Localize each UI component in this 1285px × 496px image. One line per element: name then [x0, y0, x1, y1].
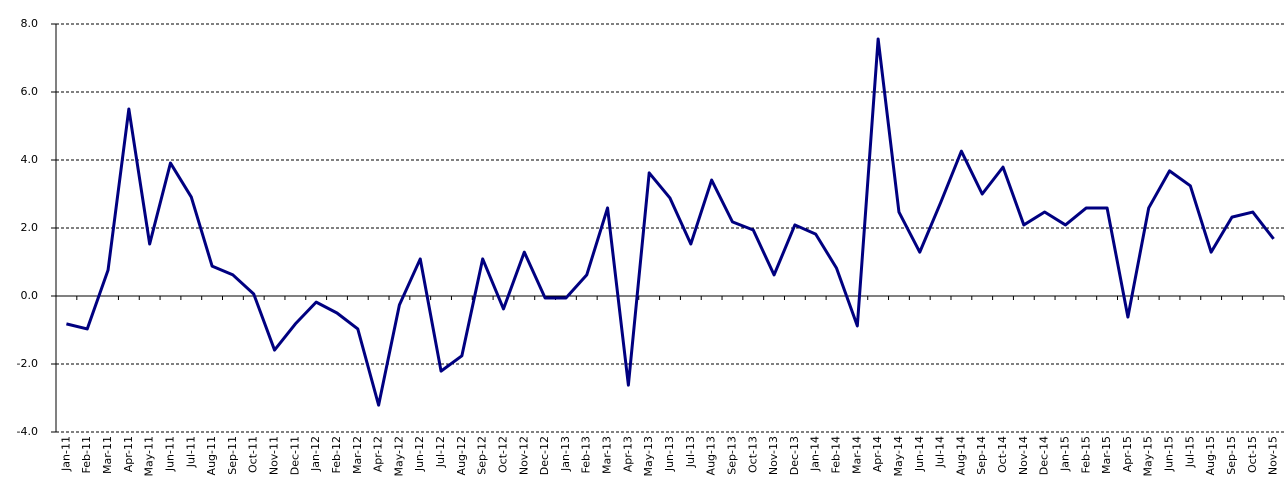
x-tick-label: Aug-11: [205, 436, 218, 475]
x-tick-label: Jun-13: [663, 436, 676, 472]
x-tick-label: Mar-15: [1100, 436, 1113, 474]
y-tick-label: 0.0: [21, 289, 39, 302]
x-tick-label: Nov-13: [767, 436, 780, 475]
x-tick-label: Feb-12: [330, 436, 343, 473]
y-tick-label: 2.0: [21, 221, 39, 234]
x-tick-label: May-13: [642, 436, 655, 477]
x-tick-label: Jan-15: [1058, 436, 1071, 472]
y-tick-label: 4.0: [21, 153, 39, 166]
x-tick-label: Feb-11: [80, 436, 93, 473]
x-tick-label: Jul-15: [1183, 436, 1196, 468]
x-tick-label: Jun-14: [913, 436, 926, 472]
x-tick-label: Oct-13: [746, 436, 759, 473]
x-tick-label: Nov-12: [517, 436, 530, 475]
x-tick-label: Dec-11: [288, 436, 301, 475]
x-tick-label: Dec-13: [788, 436, 801, 475]
x-tick-label: Jul-13: [684, 436, 697, 468]
x-tick-label: Feb-14: [830, 436, 843, 473]
x-tick-label: Jul-12: [434, 436, 447, 468]
x-tick-label: Sep-15: [1225, 436, 1238, 475]
x-tick-label: Aug-15: [1204, 436, 1217, 475]
x-tick-label: Oct-14: [996, 436, 1009, 473]
y-tick-label: 8.0: [21, 17, 39, 30]
x-tick-label: Jan-14: [809, 436, 822, 472]
x-tick-label: May-15: [1142, 436, 1155, 477]
x-tick-label: Apr-13: [621, 436, 634, 472]
x-tick-label: Feb-13: [580, 436, 593, 473]
x-tick-label: Apr-12: [372, 436, 385, 472]
x-tick-label: Oct-15: [1246, 436, 1259, 473]
x-tick-label: Nov-15: [1267, 436, 1280, 475]
x-tick-label: Dec-12: [538, 436, 551, 475]
x-tick-label: Jul-14: [934, 436, 947, 468]
x-tick-label: Mar-13: [601, 436, 614, 474]
x-tick-label: Sep-14: [975, 436, 988, 475]
x-tick-label: Aug-13: [705, 436, 718, 475]
y-tick-label: -2.0: [17, 357, 38, 370]
y-tick-label: 6.0: [21, 85, 39, 98]
x-tick-label: Dec-14: [1038, 436, 1051, 475]
x-tick-label: Feb-15: [1079, 436, 1092, 473]
x-tick-label: Oct-12: [496, 436, 509, 473]
data-line: [66, 37, 1275, 407]
x-tick-label: Apr-15: [1121, 436, 1134, 472]
x-tick-label: Sep-12: [476, 436, 489, 475]
x-tick-label: Oct-11: [247, 436, 260, 473]
x-tick-label: Nov-11: [268, 436, 281, 475]
x-tick-label: Sep-11: [226, 436, 239, 475]
x-tick-label: Jan-11: [59, 436, 72, 472]
x-tick-label: Sep-13: [725, 436, 738, 475]
x-tick-label: Mar-11: [101, 436, 114, 474]
x-tick-label: Jun-12: [413, 436, 426, 472]
x-tick-label: Jan-13: [559, 436, 572, 472]
x-tick-label: Mar-14: [850, 436, 863, 474]
x-tick-label: May-14: [892, 436, 905, 477]
x-tick-label: Aug-14: [954, 436, 967, 475]
y-tick-label: -4.0: [17, 425, 38, 438]
x-tick-label: Jul-11: [184, 436, 197, 468]
x-tick-label: Jun-11: [163, 436, 176, 472]
x-tick-label: May-11: [143, 436, 156, 477]
x-tick-label: Nov-14: [1017, 436, 1030, 475]
x-tick-label: Jun-15: [1163, 436, 1176, 472]
x-tick-label: Aug-12: [455, 436, 468, 475]
x-tick-label: Mar-12: [351, 436, 364, 474]
x-tick-label: Jan-12: [309, 436, 322, 472]
x-tick-label: Apr-11: [122, 436, 135, 472]
x-tick-label: May-12: [392, 436, 405, 477]
x-tick-label: Apr-14: [871, 436, 884, 472]
